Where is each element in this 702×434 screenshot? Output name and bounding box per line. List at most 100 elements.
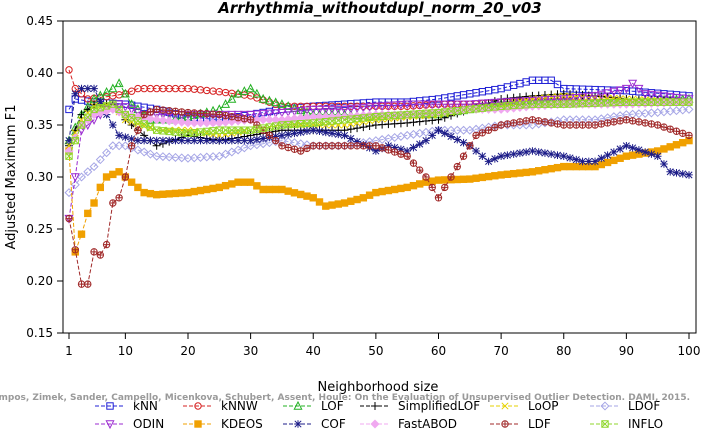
chart-title: Arrhythmia_withoutdupl_norm_20_v03 <box>217 0 541 17</box>
data-point <box>309 194 317 202</box>
data-point <box>290 129 299 138</box>
data-point <box>183 118 193 128</box>
data-point <box>597 154 606 163</box>
data-point <box>390 101 400 111</box>
legend-item-knnw: kNNW <box>183 399 258 413</box>
y-tick-label: 0.15 <box>26 326 53 340</box>
data-point <box>258 93 268 103</box>
data-point <box>114 78 124 88</box>
data-point <box>120 141 130 151</box>
data-point <box>253 94 261 102</box>
data-point <box>177 117 187 127</box>
data-point <box>290 145 299 153</box>
data-point <box>346 125 355 134</box>
data-point <box>140 122 148 130</box>
data-point <box>214 151 224 161</box>
data-point <box>466 142 474 150</box>
data-point <box>409 143 418 152</box>
data-point <box>566 121 574 129</box>
data-point <box>340 116 349 124</box>
data-point <box>96 251 105 259</box>
data-point <box>497 152 505 160</box>
data-point <box>347 142 355 150</box>
data-point <box>578 157 587 166</box>
data-point <box>283 101 293 110</box>
data-point <box>239 86 249 95</box>
data-point <box>478 173 487 182</box>
data-point <box>365 142 374 150</box>
data-point <box>322 117 330 126</box>
data-point <box>459 100 469 110</box>
data-point <box>134 183 142 192</box>
data-point <box>452 100 462 110</box>
data-point <box>114 141 124 151</box>
data-point <box>84 113 92 121</box>
data-point <box>490 98 500 108</box>
data-point <box>408 100 418 110</box>
data-point <box>196 186 205 195</box>
data-point <box>509 150 518 158</box>
data-point <box>346 105 356 114</box>
data-point <box>591 121 599 129</box>
data-point <box>64 188 74 198</box>
legend-label: SimplifiedLOF <box>398 399 480 413</box>
legend-marker <box>501 402 509 410</box>
data-point <box>102 173 111 181</box>
data-point <box>522 168 530 177</box>
data-point <box>471 100 481 109</box>
data-point <box>145 114 155 124</box>
data-point <box>672 127 681 135</box>
data-point <box>215 183 224 192</box>
data-point <box>547 164 555 173</box>
data-point <box>271 136 280 145</box>
data-point <box>478 129 487 137</box>
data-point <box>297 147 305 155</box>
data-point <box>685 98 693 106</box>
data-point <box>77 84 86 93</box>
data-point <box>541 149 549 157</box>
data-point <box>403 118 412 127</box>
data-point <box>610 148 618 156</box>
data-point <box>433 100 444 110</box>
data-point <box>146 136 155 145</box>
data-point <box>170 117 180 127</box>
data-point <box>258 110 268 119</box>
data-point <box>284 130 292 139</box>
x-axis: 1 10 20 30 40 50 60 70 80 90 100 <box>65 333 700 358</box>
data-point <box>127 142 136 150</box>
legend-item-inflo: INFLO <box>590 417 663 431</box>
data-point <box>422 136 430 145</box>
data-point <box>522 148 530 156</box>
data-point <box>347 134 355 143</box>
data-point <box>152 151 162 161</box>
data-point <box>159 190 167 198</box>
data-point <box>65 136 73 145</box>
x-tick-label: 100 <box>678 344 701 358</box>
data-point <box>590 92 600 101</box>
data-point <box>209 110 217 118</box>
data-point <box>208 152 218 162</box>
data-point <box>202 118 212 128</box>
data-point <box>503 120 512 128</box>
legend-label: LDOF <box>628 399 660 413</box>
data-point <box>202 152 212 162</box>
data-point <box>209 127 217 135</box>
data-point <box>660 160 668 168</box>
data-point <box>528 147 537 155</box>
legend-item-kdeos: KDEOS <box>183 417 263 431</box>
data-point <box>453 135 462 144</box>
data-point <box>196 109 205 117</box>
data-point <box>134 136 142 145</box>
data-point <box>314 112 325 122</box>
data-point <box>578 93 588 103</box>
legend-marker <box>194 420 202 428</box>
data-point <box>322 142 330 150</box>
data-point <box>109 170 117 179</box>
data-point <box>578 121 587 129</box>
data-point <box>434 126 443 134</box>
data-point <box>428 131 437 140</box>
data-point <box>109 199 117 207</box>
data-point <box>547 119 555 127</box>
data-point <box>203 127 211 136</box>
data-point <box>541 118 549 126</box>
